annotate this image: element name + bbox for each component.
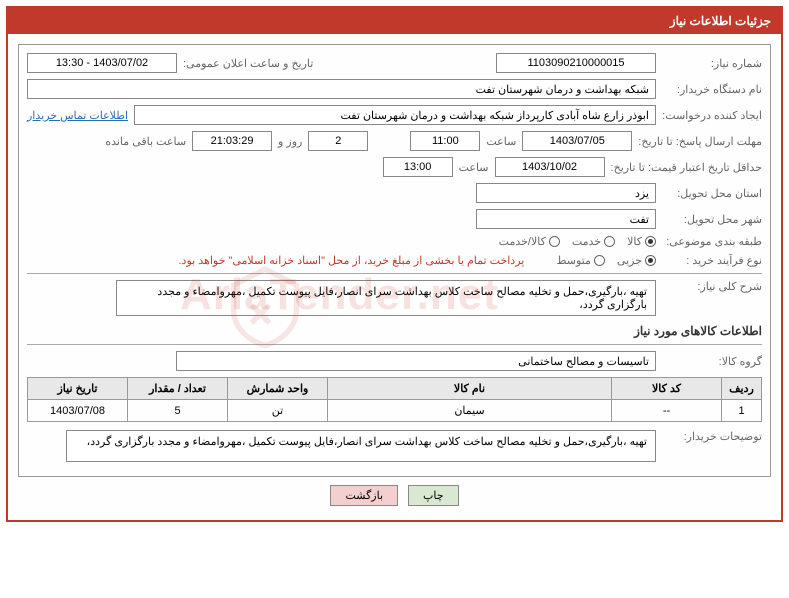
row-price-validity: حداقل تاریخ اعتبار قیمت: تا تاریخ: 1403/… — [27, 157, 762, 177]
th-unit: واحد شمارش — [228, 378, 328, 400]
process-radio-group: جزیی متوسط — [556, 254, 656, 267]
days-and-label: روز و — [278, 135, 302, 148]
response-deadline-label: مهلت ارسال پاسخ: تا تاریخ: — [638, 135, 762, 148]
goods-group-value: تاسیسات و مصالح ساختمانی — [176, 351, 656, 371]
button-row: چاپ بازگشت — [18, 477, 771, 510]
th-code: کد کالا — [612, 378, 722, 400]
table-cell: 5 — [128, 400, 228, 422]
time-label-2: ساعت — [459, 161, 489, 174]
table-cell: سیمان — [328, 400, 612, 422]
price-validity-time-value: 13:00 — [383, 157, 453, 177]
contact-buyer-link[interactable]: اطلاعات تماس خریدار — [27, 109, 128, 122]
radio-medium[interactable]: متوسط — [556, 254, 605, 267]
row-buyer-notes: توضیحات خریدار: تهیه ،بارگیری،حمل و تخلی… — [27, 430, 762, 462]
goods-table: ردیف کد کالا نام کالا واحد شمارش تعداد /… — [27, 377, 762, 422]
th-row: ردیف — [722, 378, 762, 400]
buyer-notes-value: تهیه ،بارگیری،حمل و تخلیه مصالح ساخت کلا… — [66, 430, 656, 462]
print-button[interactable]: چاپ — [408, 485, 459, 506]
radio-goods[interactable]: کالا — [627, 235, 656, 248]
row-goods-group: گروه کالا: تاسیسات و مصالح ساختمانی — [27, 351, 762, 371]
main-panel: جزئیات اطلاعات نیاز شماره نیاز: 11030902… — [6, 6, 783, 522]
separator-1 — [27, 273, 762, 274]
delivery-city-label: شهر محل تحویل: — [662, 213, 762, 226]
price-validity-label: حداقل تاریخ اعتبار قیمت: تا تاریخ: — [611, 161, 762, 174]
row-buyer-device: نام دستگاه خریدار: شبکه بهداشت و درمان ش… — [27, 79, 762, 99]
table-cell: تن — [228, 400, 328, 422]
row-need-number: شماره نیاز: 1103090210000015 تاریخ و ساع… — [27, 53, 762, 73]
goods-group-label: گروه کالا: — [662, 355, 762, 368]
row-creator: ایجاد کننده درخواست: ابوذر زارع شاه آباد… — [27, 105, 762, 125]
radio-goods-service[interactable]: کالا/خدمت — [499, 235, 560, 248]
table-cell: -- — [612, 400, 722, 422]
buyer-notes-label: توضیحات خریدار: — [662, 430, 762, 443]
time-label-1: ساعت — [486, 135, 516, 148]
delivery-city-value: تفت — [476, 209, 656, 229]
category-label: طبقه بندی موضوعی: — [662, 235, 762, 248]
table-cell: 1 — [722, 400, 762, 422]
days-remaining-value: 2 — [308, 131, 368, 151]
content-area: شماره نیاز: 1103090210000015 تاریخ و ساع… — [8, 34, 781, 520]
need-desc-label: شرح کلی نیاز: — [662, 280, 762, 293]
process-type-label: نوع فرآیند خرید : — [662, 254, 762, 267]
table-row: 1--سیمانتن51403/07/08 — [28, 400, 762, 422]
radio-service[interactable]: خدمت — [572, 235, 615, 248]
row-category: طبقه بندی موضوعی: کالا خدمت کالا/خدمت — [27, 235, 762, 248]
need-number-value: 1103090210000015 — [496, 53, 656, 73]
row-need-desc: شرح کلی نیاز: تهیه ،بارگیری،حمل و تخلیه … — [27, 280, 762, 316]
announce-date-label: تاریخ و ساعت اعلان عمومی: — [183, 57, 313, 70]
separator-2 — [27, 344, 762, 345]
th-name: نام کالا — [328, 378, 612, 400]
row-delivery-province: استان محل تحویل: یزد — [27, 183, 762, 203]
category-radio-group: کالا خدمت کالا/خدمت — [499, 235, 656, 248]
row-response-deadline: مهلت ارسال پاسخ: تا تاریخ: 1403/07/05 سا… — [27, 131, 762, 151]
delivery-province-label: استان محل تحویل: — [662, 187, 762, 200]
row-delivery-city: شهر محل تحویل: تفت — [27, 209, 762, 229]
details-box: شماره نیاز: 1103090210000015 تاریخ و ساع… — [18, 44, 771, 477]
th-qty: تعداد / مقدار — [128, 378, 228, 400]
buyer-device-label: نام دستگاه خریدار: — [662, 83, 762, 96]
need-number-label: شماره نیاز: — [662, 57, 762, 70]
table-header-row: ردیف کد کالا نام کالا واحد شمارش تعداد /… — [28, 378, 762, 400]
payment-note: پرداخت تمام یا بخشی از مبلغ خرید، از محل… — [179, 254, 525, 267]
th-date: تاریخ نیاز — [28, 378, 128, 400]
need-desc-value: تهیه ،بارگیری،حمل و تخلیه مصالح ساخت کلا… — [116, 280, 656, 316]
response-date-value: 1403/07/05 — [522, 131, 632, 151]
delivery-province-value: یزد — [476, 183, 656, 203]
creator-label: ایجاد کننده درخواست: — [662, 109, 762, 122]
response-time-value: 11:00 — [410, 131, 480, 151]
table-cell: 1403/07/08 — [28, 400, 128, 422]
goods-info-title: اطلاعات کالاهای مورد نیاز — [27, 324, 762, 338]
hours-remaining-value: 21:03:29 — [192, 131, 272, 151]
creator-value: ابوذر زارع شاه آبادی کارپرداز شبکه بهداش… — [134, 105, 656, 125]
hours-remain-label: ساعت باقی مانده — [105, 135, 186, 148]
buyer-device-value: شبکه بهداشت و درمان شهرستان تفت — [27, 79, 656, 99]
radio-minor[interactable]: جزیی — [617, 254, 656, 267]
price-validity-date-value: 1403/10/02 — [495, 157, 605, 177]
row-process-type: نوع فرآیند خرید : جزیی متوسط پرداخت تمام… — [27, 254, 762, 267]
back-button[interactable]: بازگشت — [330, 485, 398, 506]
announce-date-value: 1403/07/02 - 13:30 — [27, 53, 177, 73]
panel-title: جزئیات اطلاعات نیاز — [8, 8, 781, 34]
